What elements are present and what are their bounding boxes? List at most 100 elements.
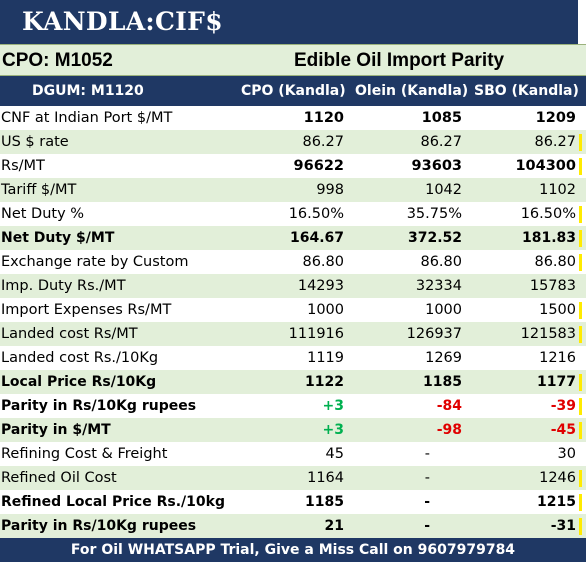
olein-value: - bbox=[424, 446, 430, 462]
table-row: Exchange rate by Custom 86.80 86.80 86.80 bbox=[0, 250, 586, 274]
olein-value: 1000 bbox=[425, 302, 462, 318]
sbo-value: -31 bbox=[550, 518, 576, 534]
sbo-value: 1102 bbox=[539, 182, 576, 198]
row-label: Imp. Duty Rs./MT bbox=[1, 278, 126, 294]
olein-value: 93603 bbox=[411, 158, 462, 174]
sbo-value: 1209 bbox=[535, 110, 576, 126]
sbo-value: 1500 bbox=[539, 302, 576, 318]
title-edge bbox=[578, 0, 586, 44]
cpo-value: 998 bbox=[316, 182, 344, 198]
highlight-marker bbox=[579, 422, 582, 439]
parity-table: CNF at Indian Port $/MT 1120 1085 1209 US $ … bbox=[0, 106, 586, 538]
sbo-value: 86.27 bbox=[534, 134, 576, 150]
olein-value: -98 bbox=[436, 422, 462, 438]
cpo-contract-label: CPO: M1052 bbox=[2, 50, 113, 71]
row-label: Parity in $/MT bbox=[1, 422, 111, 438]
highlight-marker bbox=[579, 230, 582, 247]
highlight-marker bbox=[579, 302, 582, 319]
cpo-value: 16.50% bbox=[288, 206, 344, 222]
sbo-value: 1216 bbox=[539, 350, 576, 366]
table-row: Landed cost Rs./10Kg 1119 1269 1216 bbox=[0, 346, 586, 370]
highlight-marker bbox=[579, 494, 582, 511]
olein-value: 35.75% bbox=[406, 206, 462, 222]
sbo-value: 1177 bbox=[537, 374, 576, 390]
sheet-title: KANDLA:CIF$ bbox=[0, 0, 578, 44]
row-label: CNF at Indian Port $/MT bbox=[1, 110, 173, 126]
row-label: Parity in Rs/10Kg rupees bbox=[1, 518, 197, 534]
highlight-marker bbox=[579, 470, 582, 487]
table-row: Parity in $/MT +3 -98 -45 bbox=[0, 418, 586, 442]
table-row: Local Price Rs/10Kg 1122 1185 1177 bbox=[0, 370, 586, 394]
highlight-marker bbox=[579, 326, 582, 343]
cpo-value: +3 bbox=[322, 398, 344, 414]
olein-value: -84 bbox=[436, 398, 462, 414]
highlight-marker bbox=[579, 374, 582, 391]
cpo-value: 164.67 bbox=[289, 230, 344, 246]
cpo-value: 86.80 bbox=[302, 254, 344, 270]
column-header-label: DGUM: M1120 bbox=[32, 83, 144, 99]
row-label: Parity in Rs/10Kg rupees bbox=[1, 398, 197, 414]
row-label: Rs/MT bbox=[1, 158, 45, 174]
table-row: US $ rate 86.27 86.27 86.27 bbox=[0, 130, 586, 154]
row-label: Refined Oil Cost bbox=[1, 470, 117, 486]
cpo-value: 14293 bbox=[297, 278, 344, 294]
row-label: Import Expenses Rs/MT bbox=[1, 302, 172, 318]
sub-header: CPO: M1052 Edible Oil Import Parity bbox=[0, 44, 586, 76]
table-row: Landed cost Rs/MT 111916 126937 121583 bbox=[0, 322, 586, 346]
highlight-marker bbox=[579, 398, 582, 415]
table-row: Refining Cost & Freight 45 - 30 bbox=[0, 442, 586, 466]
cpo-value: 1122 bbox=[305, 374, 344, 390]
sbo-value: 1215 bbox=[537, 494, 576, 510]
cpo-value: 1120 bbox=[303, 110, 344, 126]
olein-value: 1269 bbox=[425, 350, 462, 366]
highlight-marker bbox=[579, 206, 582, 223]
row-label: Net Duty $/MT bbox=[1, 230, 115, 246]
sbo-value: -45 bbox=[550, 422, 576, 438]
olein-value: - bbox=[424, 494, 430, 510]
cpo-value: 45 bbox=[325, 446, 344, 462]
table-row: Parity in Rs/10Kg rupees 21 - -31 bbox=[0, 514, 586, 538]
table-row: Rs/MT 96622 93603 104300 bbox=[0, 154, 586, 178]
row-label: Tariff $/MT bbox=[1, 182, 77, 198]
row-label: US $ rate bbox=[1, 134, 69, 150]
sbo-value: 15783 bbox=[529, 278, 576, 294]
sbo-value: 1246 bbox=[539, 470, 576, 486]
cpo-value: 86.27 bbox=[302, 134, 344, 150]
highlight-marker bbox=[579, 134, 582, 151]
table-row: Tariff $/MT 998 1042 1102 bbox=[0, 178, 586, 202]
row-label: Landed cost Rs/MT bbox=[1, 326, 138, 342]
cpo-value: 21 bbox=[324, 518, 344, 534]
cpo-value: 1185 bbox=[305, 494, 344, 510]
highlight-marker bbox=[579, 254, 582, 271]
column-header-row: DGUM: M1120 CPO (Kandla) Olein (Kandla) … bbox=[0, 76, 586, 106]
olein-value: 1042 bbox=[425, 182, 462, 198]
column-header-olein: Olein (Kandla) bbox=[355, 83, 469, 99]
row-label: Refined Local Price Rs./10kg bbox=[1, 494, 225, 510]
highlight-marker bbox=[579, 158, 582, 175]
row-label: Refining Cost & Freight bbox=[1, 446, 168, 462]
cpo-value: +3 bbox=[322, 422, 344, 438]
table-row: Net Duty $/MT 164.67 372.52 181.83 bbox=[0, 226, 586, 250]
sbo-value: 30 bbox=[557, 446, 576, 462]
olein-value: 1185 bbox=[423, 374, 462, 390]
sbo-value: 181.83 bbox=[521, 230, 576, 246]
olein-value: 1085 bbox=[421, 110, 462, 126]
row-label: Landed cost Rs./10Kg bbox=[1, 350, 159, 366]
table-row: Parity in Rs/10Kg rupees +3 -84 -39 bbox=[0, 394, 586, 418]
table-row: Imp. Duty Rs./MT 14293 32334 15783 bbox=[0, 274, 586, 298]
row-label: Exchange rate by Custom bbox=[1, 254, 189, 270]
table-row: Refined Local Price Rs./10kg 1185 - 1215 bbox=[0, 490, 586, 514]
olein-value: 32334 bbox=[415, 278, 462, 294]
table-row: Net Duty % 16.50% 35.75% 16.50% bbox=[0, 202, 586, 226]
column-header-cpo: CPO (Kandla) bbox=[241, 83, 346, 99]
cpo-value: 1000 bbox=[307, 302, 344, 318]
olein-value: 86.27 bbox=[420, 134, 462, 150]
sbo-value: 121583 bbox=[520, 326, 576, 342]
row-label: Net Duty % bbox=[1, 206, 85, 222]
cpo-value: 111916 bbox=[288, 326, 344, 342]
sheet-subtitle: Edible Oil Import Parity bbox=[294, 50, 505, 71]
table-row: CNF at Indian Port $/MT 1120 1085 1209 bbox=[0, 106, 586, 130]
sbo-value: 86.80 bbox=[534, 254, 576, 270]
olein-value: - bbox=[424, 518, 430, 534]
